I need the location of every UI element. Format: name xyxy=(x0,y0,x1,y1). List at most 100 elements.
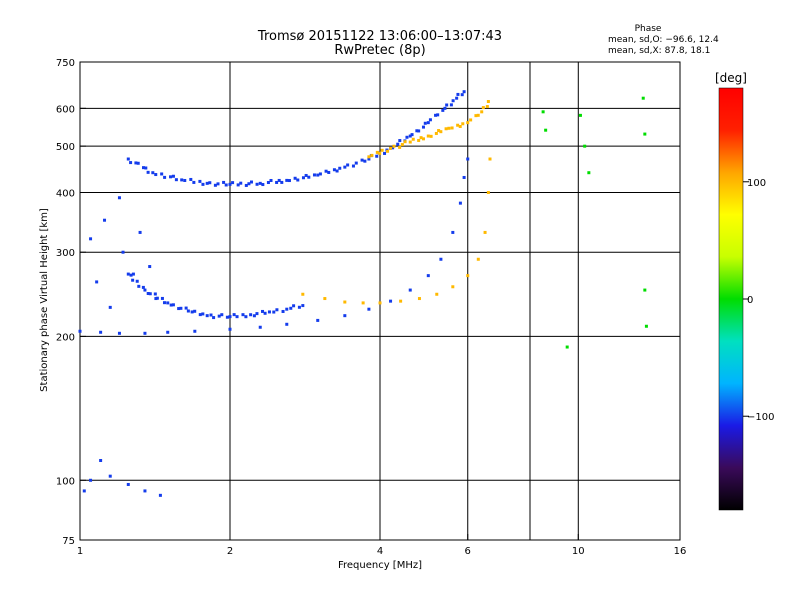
data-point xyxy=(126,482,130,486)
data-point xyxy=(193,329,197,333)
data-point xyxy=(389,299,393,303)
data-point xyxy=(486,190,490,194)
data-point xyxy=(447,126,451,130)
data-point xyxy=(153,292,157,296)
data-point xyxy=(304,173,308,177)
data-point xyxy=(351,164,355,168)
data-point xyxy=(324,169,328,173)
data-point xyxy=(644,324,648,328)
y-tick-label: 200 xyxy=(56,332,75,343)
data-point xyxy=(281,309,285,313)
data-point xyxy=(174,178,178,182)
data-point xyxy=(466,157,470,161)
grid-lines xyxy=(80,62,680,540)
data-point xyxy=(445,103,449,107)
colorbar xyxy=(718,87,744,511)
data-point xyxy=(228,182,232,186)
data-point xyxy=(450,126,454,130)
data-point xyxy=(443,106,447,110)
data-point xyxy=(244,315,248,319)
data-point xyxy=(474,114,478,118)
x-tick-label: 4 xyxy=(377,546,383,557)
data-point xyxy=(163,175,167,179)
data-point xyxy=(428,118,432,122)
data-point xyxy=(641,96,645,100)
data-point xyxy=(144,166,148,170)
data-point xyxy=(481,106,485,110)
data-point xyxy=(252,314,256,318)
data-point xyxy=(126,157,130,161)
y-tick-label: 600 xyxy=(56,104,75,115)
data-point xyxy=(541,110,545,114)
data-point xyxy=(426,134,430,138)
data-point xyxy=(249,180,253,184)
colorbar-tick-label: 100 xyxy=(747,178,766,189)
data-point xyxy=(285,307,289,311)
data-point xyxy=(171,174,175,178)
data-point xyxy=(399,299,403,303)
data-point xyxy=(244,183,248,187)
data-point xyxy=(485,105,489,109)
data-point xyxy=(451,99,455,103)
data-point xyxy=(458,201,462,205)
data-point xyxy=(456,123,460,127)
y-tick-label: 750 xyxy=(56,58,75,69)
data-point xyxy=(301,304,305,308)
data-point xyxy=(378,301,382,305)
data-point xyxy=(343,165,347,169)
data-point xyxy=(363,159,367,163)
data-point xyxy=(408,140,412,144)
data-point xyxy=(184,306,188,310)
data-point xyxy=(137,284,141,288)
data-point xyxy=(108,474,112,478)
data-point xyxy=(131,272,135,276)
data-point xyxy=(179,306,183,310)
data-point xyxy=(338,166,342,170)
data-point xyxy=(439,257,443,261)
data-point xyxy=(480,110,484,114)
data-point xyxy=(408,288,412,292)
data-point xyxy=(201,182,205,186)
data-point xyxy=(332,168,336,172)
data-point xyxy=(383,151,387,155)
data-point xyxy=(117,331,121,335)
phase-info-x: mean, sd,X: 87.8, 18.1 xyxy=(608,46,710,56)
data-point xyxy=(117,196,121,200)
y-tick-label: 500 xyxy=(56,142,75,153)
data-point xyxy=(158,493,162,497)
colorbar-unit: [deg] xyxy=(715,71,747,85)
data-point xyxy=(129,161,133,165)
data-point xyxy=(266,181,270,185)
data-point xyxy=(403,140,407,144)
data-point xyxy=(189,177,193,181)
data-point xyxy=(275,308,279,312)
data-point xyxy=(643,288,647,292)
data-point xyxy=(396,142,400,146)
y-tick-label: 100 xyxy=(56,476,75,487)
data-point xyxy=(247,182,251,186)
data-point xyxy=(378,151,382,155)
data-point xyxy=(488,157,492,161)
data-point xyxy=(643,132,647,136)
data-point xyxy=(129,273,133,277)
data-point xyxy=(277,178,281,182)
data-point xyxy=(297,305,301,309)
data-point xyxy=(360,158,364,162)
data-point xyxy=(419,136,423,140)
data-point xyxy=(458,124,462,128)
x-tick-label: 10 xyxy=(572,546,585,557)
data-point xyxy=(421,125,425,129)
data-point xyxy=(146,170,150,174)
data-point xyxy=(367,155,371,159)
data-point xyxy=(121,250,125,254)
data-point xyxy=(235,315,239,319)
data-point xyxy=(544,128,548,132)
chart-subtitle: RwPretec (8p) xyxy=(334,43,425,58)
data-point xyxy=(449,103,453,107)
data-point xyxy=(275,180,279,184)
x-axis-ticks: 1 2 4 6 10 16 xyxy=(77,534,686,557)
data-point xyxy=(398,145,402,149)
data-point xyxy=(198,313,202,317)
data-point xyxy=(408,134,412,138)
